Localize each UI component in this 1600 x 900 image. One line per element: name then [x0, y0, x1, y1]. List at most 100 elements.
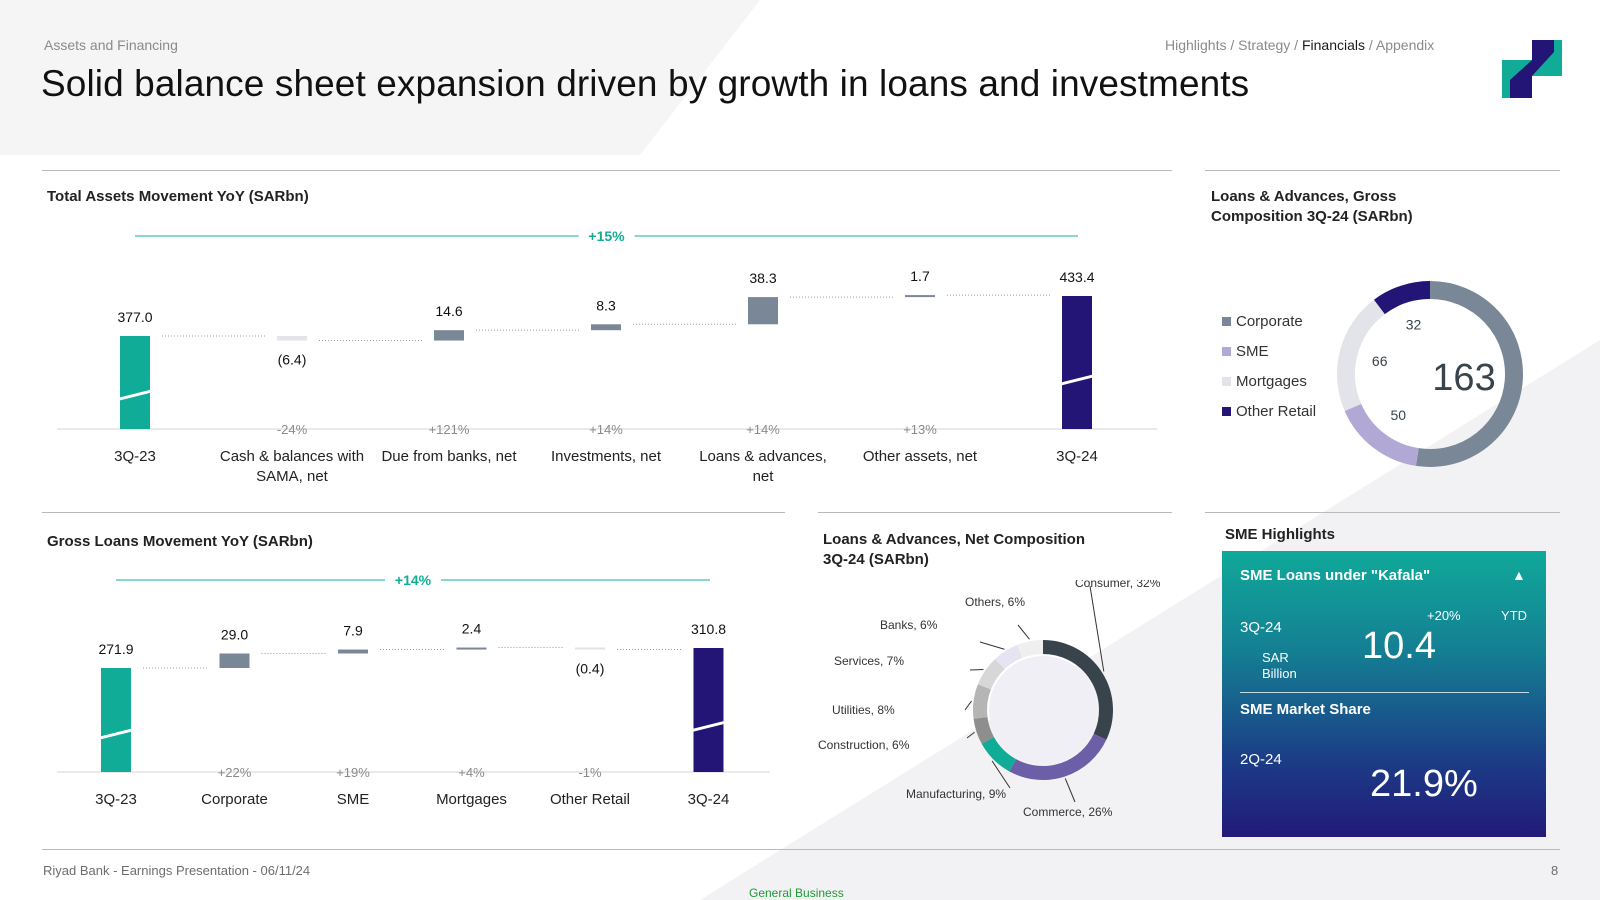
donut-slice — [1042, 640, 1113, 740]
data-label: 29.0 — [221, 627, 248, 643]
category-label: Investments, net — [551, 448, 662, 465]
legend-item: Corporate — [1222, 310, 1316, 332]
donut-slice — [1017, 640, 1044, 659]
data-label: 271.9 — [98, 641, 133, 657]
category-label: Other assets, net — [863, 448, 978, 465]
data-label: 14.6 — [435, 303, 462, 319]
bar-3q-24 — [1062, 296, 1092, 429]
bar-loans-advances-net — [748, 297, 778, 325]
axis-break-mark — [119, 389, 151, 401]
legend-swatch — [1222, 316, 1231, 326]
bar-corporate — [219, 653, 250, 668]
growth-label: +22% — [218, 765, 252, 780]
legend-item: Other Retail — [1222, 400, 1316, 422]
sme-value2: 21.9% — [1370, 763, 1478, 805]
category-label: net — [753, 468, 775, 485]
bar-3q-23 — [101, 668, 131, 772]
growth-label: +14% — [589, 422, 623, 437]
bar-investments-net — [591, 324, 621, 331]
classification-label: General Business — [749, 886, 844, 900]
growth-label-bg — [385, 570, 441, 590]
data-label: 1.7 — [910, 268, 930, 284]
nav-highlights[interactable]: Highlights / — [1165, 37, 1235, 53]
data-label: 7.9 — [343, 623, 363, 639]
leader-line — [1089, 585, 1105, 672]
axis-break-mark — [100, 728, 132, 740]
legend-item: SME — [1222, 340, 1316, 362]
growth-label: +19% — [336, 765, 370, 780]
sme-highlights-card: SME Loans under "Kafala" ▲ 3Q-24 +20% YT… — [1222, 551, 1546, 837]
legend-label: SME — [1236, 342, 1269, 360]
donut-slice-sme — [1344, 403, 1419, 466]
bar-due-from-banks-net — [434, 330, 464, 341]
breadcrumb-nav: Highlights / Strategy / Financials / App… — [1165, 37, 1434, 53]
slice-label: Consumer, 32% — [1075, 580, 1161, 590]
data-label: 8.3 — [596, 297, 616, 313]
legend-swatch — [1222, 406, 1231, 416]
axis-break-mark — [692, 720, 725, 732]
bar-3q-24 — [693, 648, 724, 772]
growth-label: +14% — [746, 422, 780, 437]
sme-card-divider — [1240, 692, 1529, 693]
category-label: 3Q-23 — [114, 448, 156, 465]
category-label: SME — [337, 791, 370, 808]
slice-label: Services, 7% — [834, 654, 904, 668]
donut-slice-label: 50 — [1390, 407, 1406, 423]
sme-value1: 10.4 — [1362, 625, 1436, 667]
sme-change: +20% — [1427, 608, 1461, 623]
data-label: (6.4) — [278, 352, 307, 368]
page-title: Solid balance sheet expansion driven by … — [41, 63, 1250, 104]
riyad-bank-logo-icon — [1502, 40, 1562, 98]
sme-highlights-heading: SME Highlights — [1225, 526, 1335, 543]
donut-slice-corporate — [1415, 281, 1523, 467]
chart-title-gross-composition: Loans & Advances, Gross Composition 3Q-2… — [1211, 188, 1413, 225]
nav-appendix[interactable]: / Appendix — [1368, 37, 1435, 53]
sme-share-title: SME Market Share — [1240, 701, 1371, 718]
page-number: 8 — [1551, 863, 1559, 878]
sme-change-basis: YTD — [1501, 608, 1527, 623]
growth-label: -24% — [277, 422, 308, 437]
chart-title-net-composition: Loans & Advances, Net Composition 3Q-24 … — [823, 531, 1085, 568]
legend-label: Corporate — [1236, 312, 1303, 330]
bar-sme — [338, 649, 368, 654]
donut-slice-label: 32 — [1406, 317, 1422, 333]
data-label: 433.4 — [1059, 269, 1094, 285]
sme-unit: SAR Billion — [1262, 650, 1297, 681]
nav-strategy[interactable]: Strategy / — [1238, 37, 1299, 53]
nav-financials[interactable]: Financials — [1301, 37, 1365, 53]
sme-kafala-title: SME Loans under "Kafala" — [1240, 567, 1431, 584]
legend-label: Other Retail — [1236, 402, 1317, 420]
category-label: Due from banks, net — [381, 448, 517, 465]
axis-break-mark — [1061, 374, 1093, 386]
data-label: 310.8 — [691, 621, 726, 637]
divider — [1205, 170, 1560, 171]
divider — [42, 849, 1560, 850]
legend-item: Mortgages — [1222, 370, 1316, 392]
leader-line — [966, 731, 975, 739]
data-label: (0.4) — [576, 661, 605, 677]
growth-label-bg — [578, 226, 635, 246]
growth-label: +4% — [458, 765, 485, 780]
donut-slice — [973, 716, 995, 744]
donut-slice — [973, 684, 992, 719]
divider — [1205, 512, 1560, 513]
net-composition-donut: Consumer, 32% Commerce, 26% Manufacturing,… — [818, 580, 1161, 819]
slice-label: Others, 6% — [965, 595, 1025, 609]
slice-label: Banks, 6% — [880, 618, 938, 632]
slice-label: Utilities, 8% — [832, 703, 895, 717]
chart-title-total-assets: Total Assets Movement YoY (SARbn) — [47, 188, 309, 205]
legend-swatch — [1222, 346, 1231, 356]
category-label: Corporate — [201, 791, 268, 808]
sme-period2: 2Q-24 — [1240, 751, 1282, 768]
category-label: Cash & balances with — [220, 448, 364, 465]
donut-slice-mortgages — [1337, 299, 1386, 411]
legend-swatch — [1222, 376, 1231, 386]
donut-slice — [995, 644, 1023, 670]
section-label: Assets and Financing — [44, 37, 178, 53]
gross-composition-donut: 163 50 66 32 — [1337, 281, 1523, 467]
leader-line — [964, 700, 972, 711]
donut-slice — [981, 736, 1017, 772]
slice-label: Commerce, 26% — [1023, 805, 1113, 819]
